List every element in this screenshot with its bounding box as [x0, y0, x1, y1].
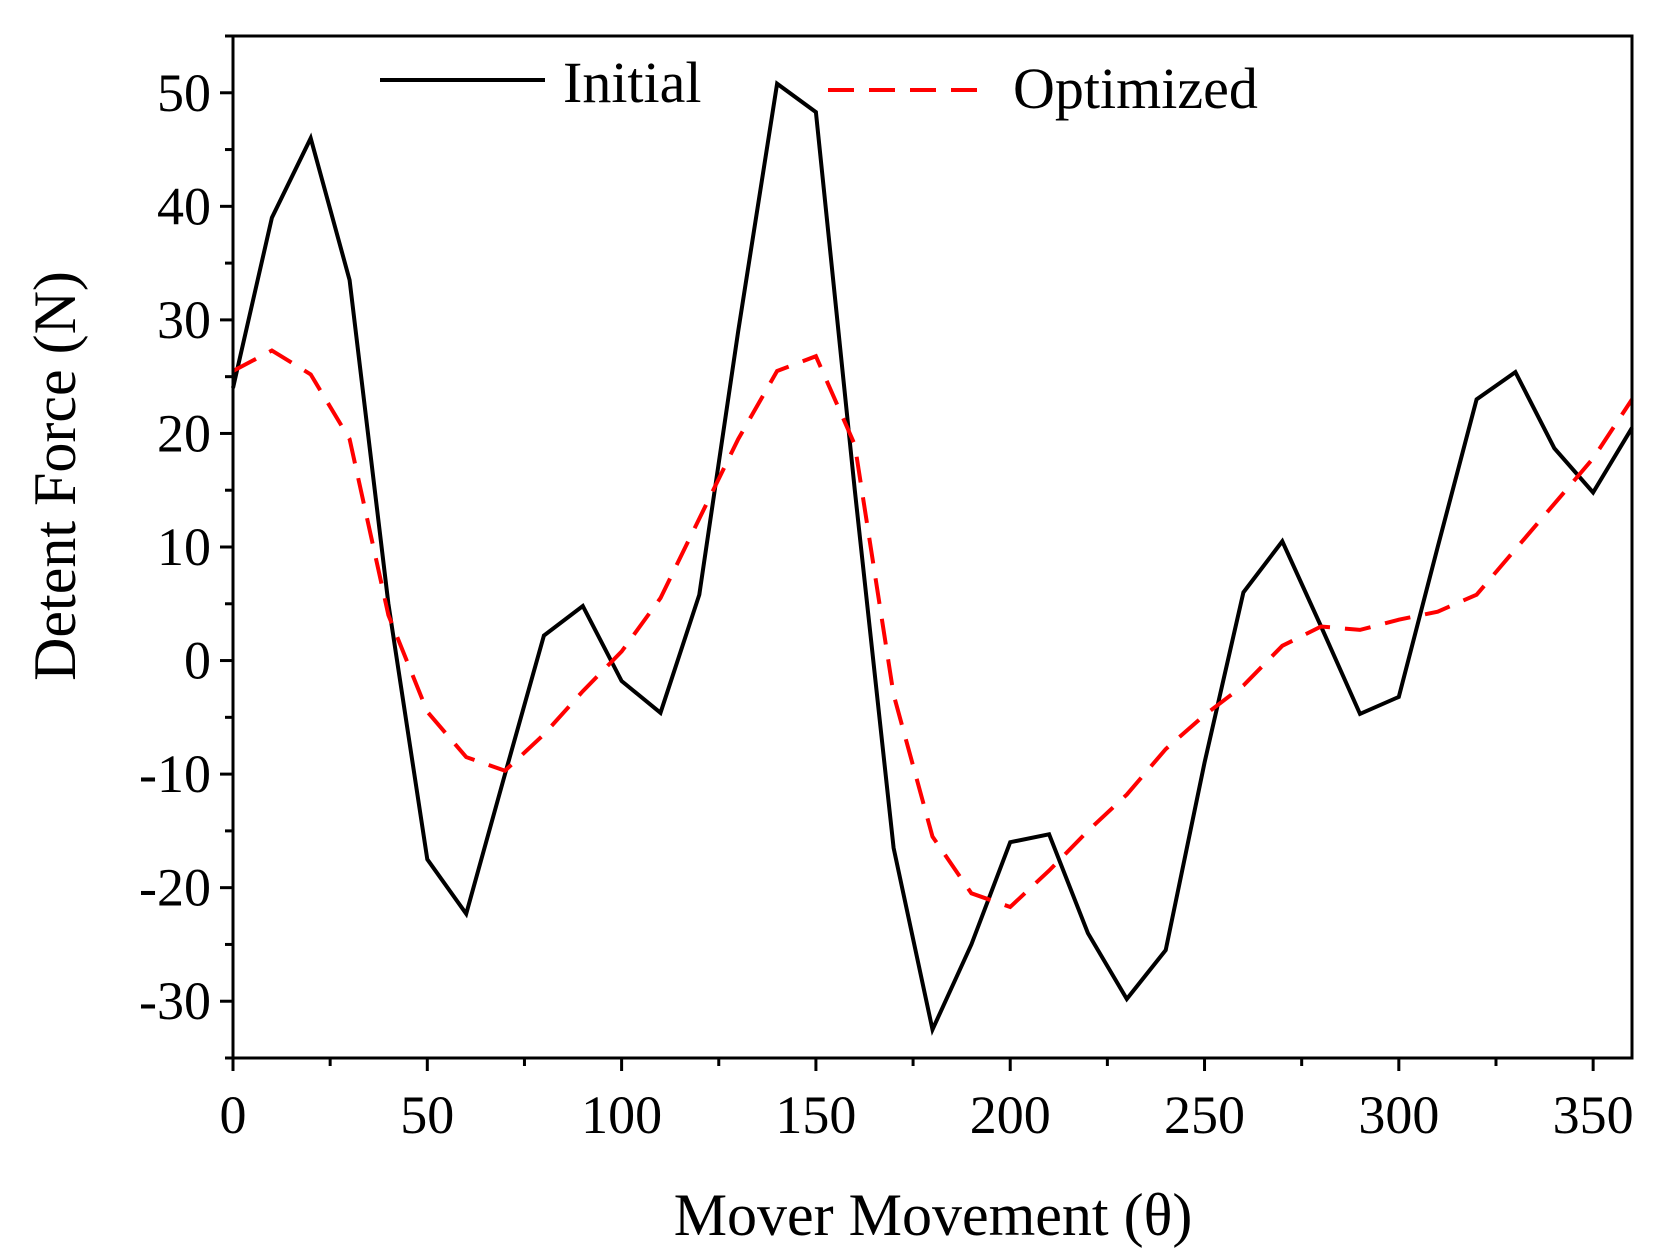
y-tick-label: 40: [157, 176, 211, 236]
x-tick-label: 0: [220, 1085, 247, 1145]
series-layer: [231, 80, 1634, 1036]
x-tick-label: 350: [1553, 1085, 1634, 1145]
x-tick-label: 200: [970, 1085, 1051, 1145]
x-axis-title: Mover Movement (θ): [674, 1182, 1193, 1248]
x-tick-label: 150: [775, 1085, 856, 1145]
legend-optimized-label: Optimized: [1013, 56, 1258, 121]
legend: Initial Optimized: [380, 50, 1258, 121]
y-tick-label: -30: [139, 971, 211, 1031]
y-tick-label: -10: [139, 744, 211, 804]
x-tick-label: 250: [1164, 1085, 1245, 1145]
tick-layer: 0 50 100 150 200 250 300 35050403020100-10-20-3…: [139, 34, 1634, 1145]
y-tick-label: 0: [184, 631, 211, 691]
y-tick-label: 20: [157, 403, 211, 463]
series-line-initial: [231, 80, 1634, 1036]
y-tick-label: 30: [157, 290, 211, 350]
y-axis-title: Detent Force (N): [22, 271, 88, 681]
plot-frame: [231, 34, 1634, 1060]
y-tick-label: -20: [139, 858, 211, 918]
y-tick-label: 10: [157, 517, 211, 577]
y-tick-label: 50: [157, 63, 211, 123]
x-tick-label: 100: [581, 1085, 662, 1145]
series-line-optimized: [232, 348, 1634, 910]
x-tick-label: 300: [1358, 1085, 1439, 1145]
legend-initial-label: Initial: [563, 50, 702, 115]
x-tick-label: 50: [400, 1085, 454, 1145]
